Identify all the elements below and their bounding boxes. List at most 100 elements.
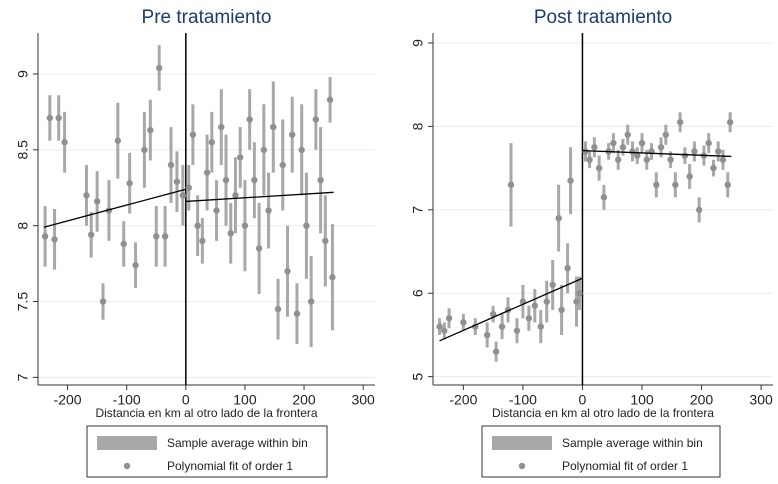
y-tick-label: 8: [410, 122, 426, 130]
x-tick-label: 200: [690, 392, 714, 408]
data-point: [93, 198, 101, 205]
data-point: [312, 116, 320, 123]
chart-title: Post tratamiento: [534, 7, 672, 28]
data-point: [114, 137, 122, 144]
data-point: [507, 181, 515, 189]
data-point: [161, 233, 169, 240]
data-point: [132, 261, 139, 269]
y-tick-label: 6: [410, 289, 426, 297]
data-point: [322, 237, 329, 245]
data-point: [99, 298, 107, 305]
data-point: [573, 298, 580, 305]
x-tick-label: 300: [351, 392, 375, 408]
data-point: [237, 154, 244, 161]
data-point: [610, 139, 617, 147]
data-point: [591, 144, 598, 151]
data-point: [222, 176, 230, 184]
data-point: [634, 152, 641, 159]
data-point: [653, 181, 660, 189]
chart: Pre tratamiento 7 7.5 8 8.5 9 -200 -100 0 100 200 3…: [15, 7, 375, 478]
chart: Post tratamiento 5 6 7 8 9 -200 -100 0 100 200 300 D…: [410, 7, 773, 478]
data-point: [537, 323, 544, 330]
data-point: [558, 306, 565, 314]
data-point: [600, 194, 608, 201]
data-point: [213, 207, 220, 214]
data-point: [614, 156, 622, 163]
data-point: [241, 222, 249, 229]
y-tick-label: 7: [410, 206, 426, 214]
data-point: [317, 176, 324, 184]
data-point: [289, 131, 296, 138]
data-point: [208, 139, 216, 146]
data-point: [513, 327, 521, 334]
x-tick-label: -100: [113, 392, 141, 408]
data-point: [643, 156, 650, 163]
x-tick-label: -200: [449, 392, 477, 408]
fit-line: [439, 277, 583, 342]
data-point: [156, 64, 163, 72]
data-point: [126, 180, 133, 187]
data-point: [270, 123, 277, 131]
data-point: [567, 177, 574, 184]
y-tick-label: 7.5: [15, 292, 31, 312]
data-point: [227, 230, 234, 237]
data-point: [564, 265, 571, 272]
data-point: [279, 161, 286, 169]
data-point: [284, 268, 291, 275]
x-tick-label: -200: [54, 392, 82, 408]
legend-swatch: [492, 436, 552, 450]
legend-marker: [518, 462, 526, 470]
data-point: [46, 114, 54, 122]
x-tick-label: 200: [292, 392, 316, 408]
legend-label: Polynomial fit of order 1: [167, 459, 293, 473]
fit-line: [185, 191, 334, 203]
data-point: [260, 146, 268, 154]
data-point: [265, 207, 272, 214]
data-point: [719, 156, 727, 163]
data-point: [595, 164, 603, 172]
legend-label: Sample average within bin: [562, 436, 703, 450]
data-point: [662, 131, 670, 138]
data-point: [303, 222, 310, 229]
data-point: [691, 148, 698, 155]
data-point: [672, 181, 679, 189]
x-tick-label: -100: [509, 392, 537, 408]
data-point: [203, 169, 211, 176]
data-point: [686, 173, 693, 180]
data-point: [555, 214, 562, 222]
data-point: [251, 176, 258, 184]
data-point: [246, 116, 253, 123]
data-point: [624, 131, 631, 138]
y-tick-label: 7: [15, 373, 31, 381]
data-point: [695, 206, 703, 214]
data-point: [189, 131, 197, 138]
data-point: [676, 119, 684, 126]
data-point: [460, 319, 467, 326]
data-point: [326, 96, 334, 103]
data-point: [83, 192, 90, 199]
data-point: [329, 274, 336, 281]
data-point: [525, 315, 533, 322]
data-point: [194, 222, 201, 229]
data-point: [667, 156, 674, 163]
x-axis-label: Distancia en km al otro lado de la front…: [95, 406, 317, 420]
data-point: [619, 144, 627, 151]
data-point: [441, 327, 448, 334]
x-axis-label: Distancia en km al otro lado de la front…: [492, 406, 714, 420]
legend-label: Sample average within bin: [167, 436, 308, 450]
data-point: [483, 331, 491, 339]
data-point: [173, 178, 181, 185]
data-point: [498, 323, 506, 330]
legend-marker: [123, 462, 131, 470]
data-point: [705, 139, 712, 147]
data-point: [657, 144, 665, 151]
data-point: [436, 323, 443, 330]
data-point: [293, 310, 301, 317]
data-point: [298, 146, 305, 154]
fit-line: [582, 149, 732, 158]
data-point: [255, 245, 263, 252]
y-tick-label: 5: [410, 373, 426, 381]
data-point: [724, 181, 731, 189]
data-point: [147, 126, 154, 134]
